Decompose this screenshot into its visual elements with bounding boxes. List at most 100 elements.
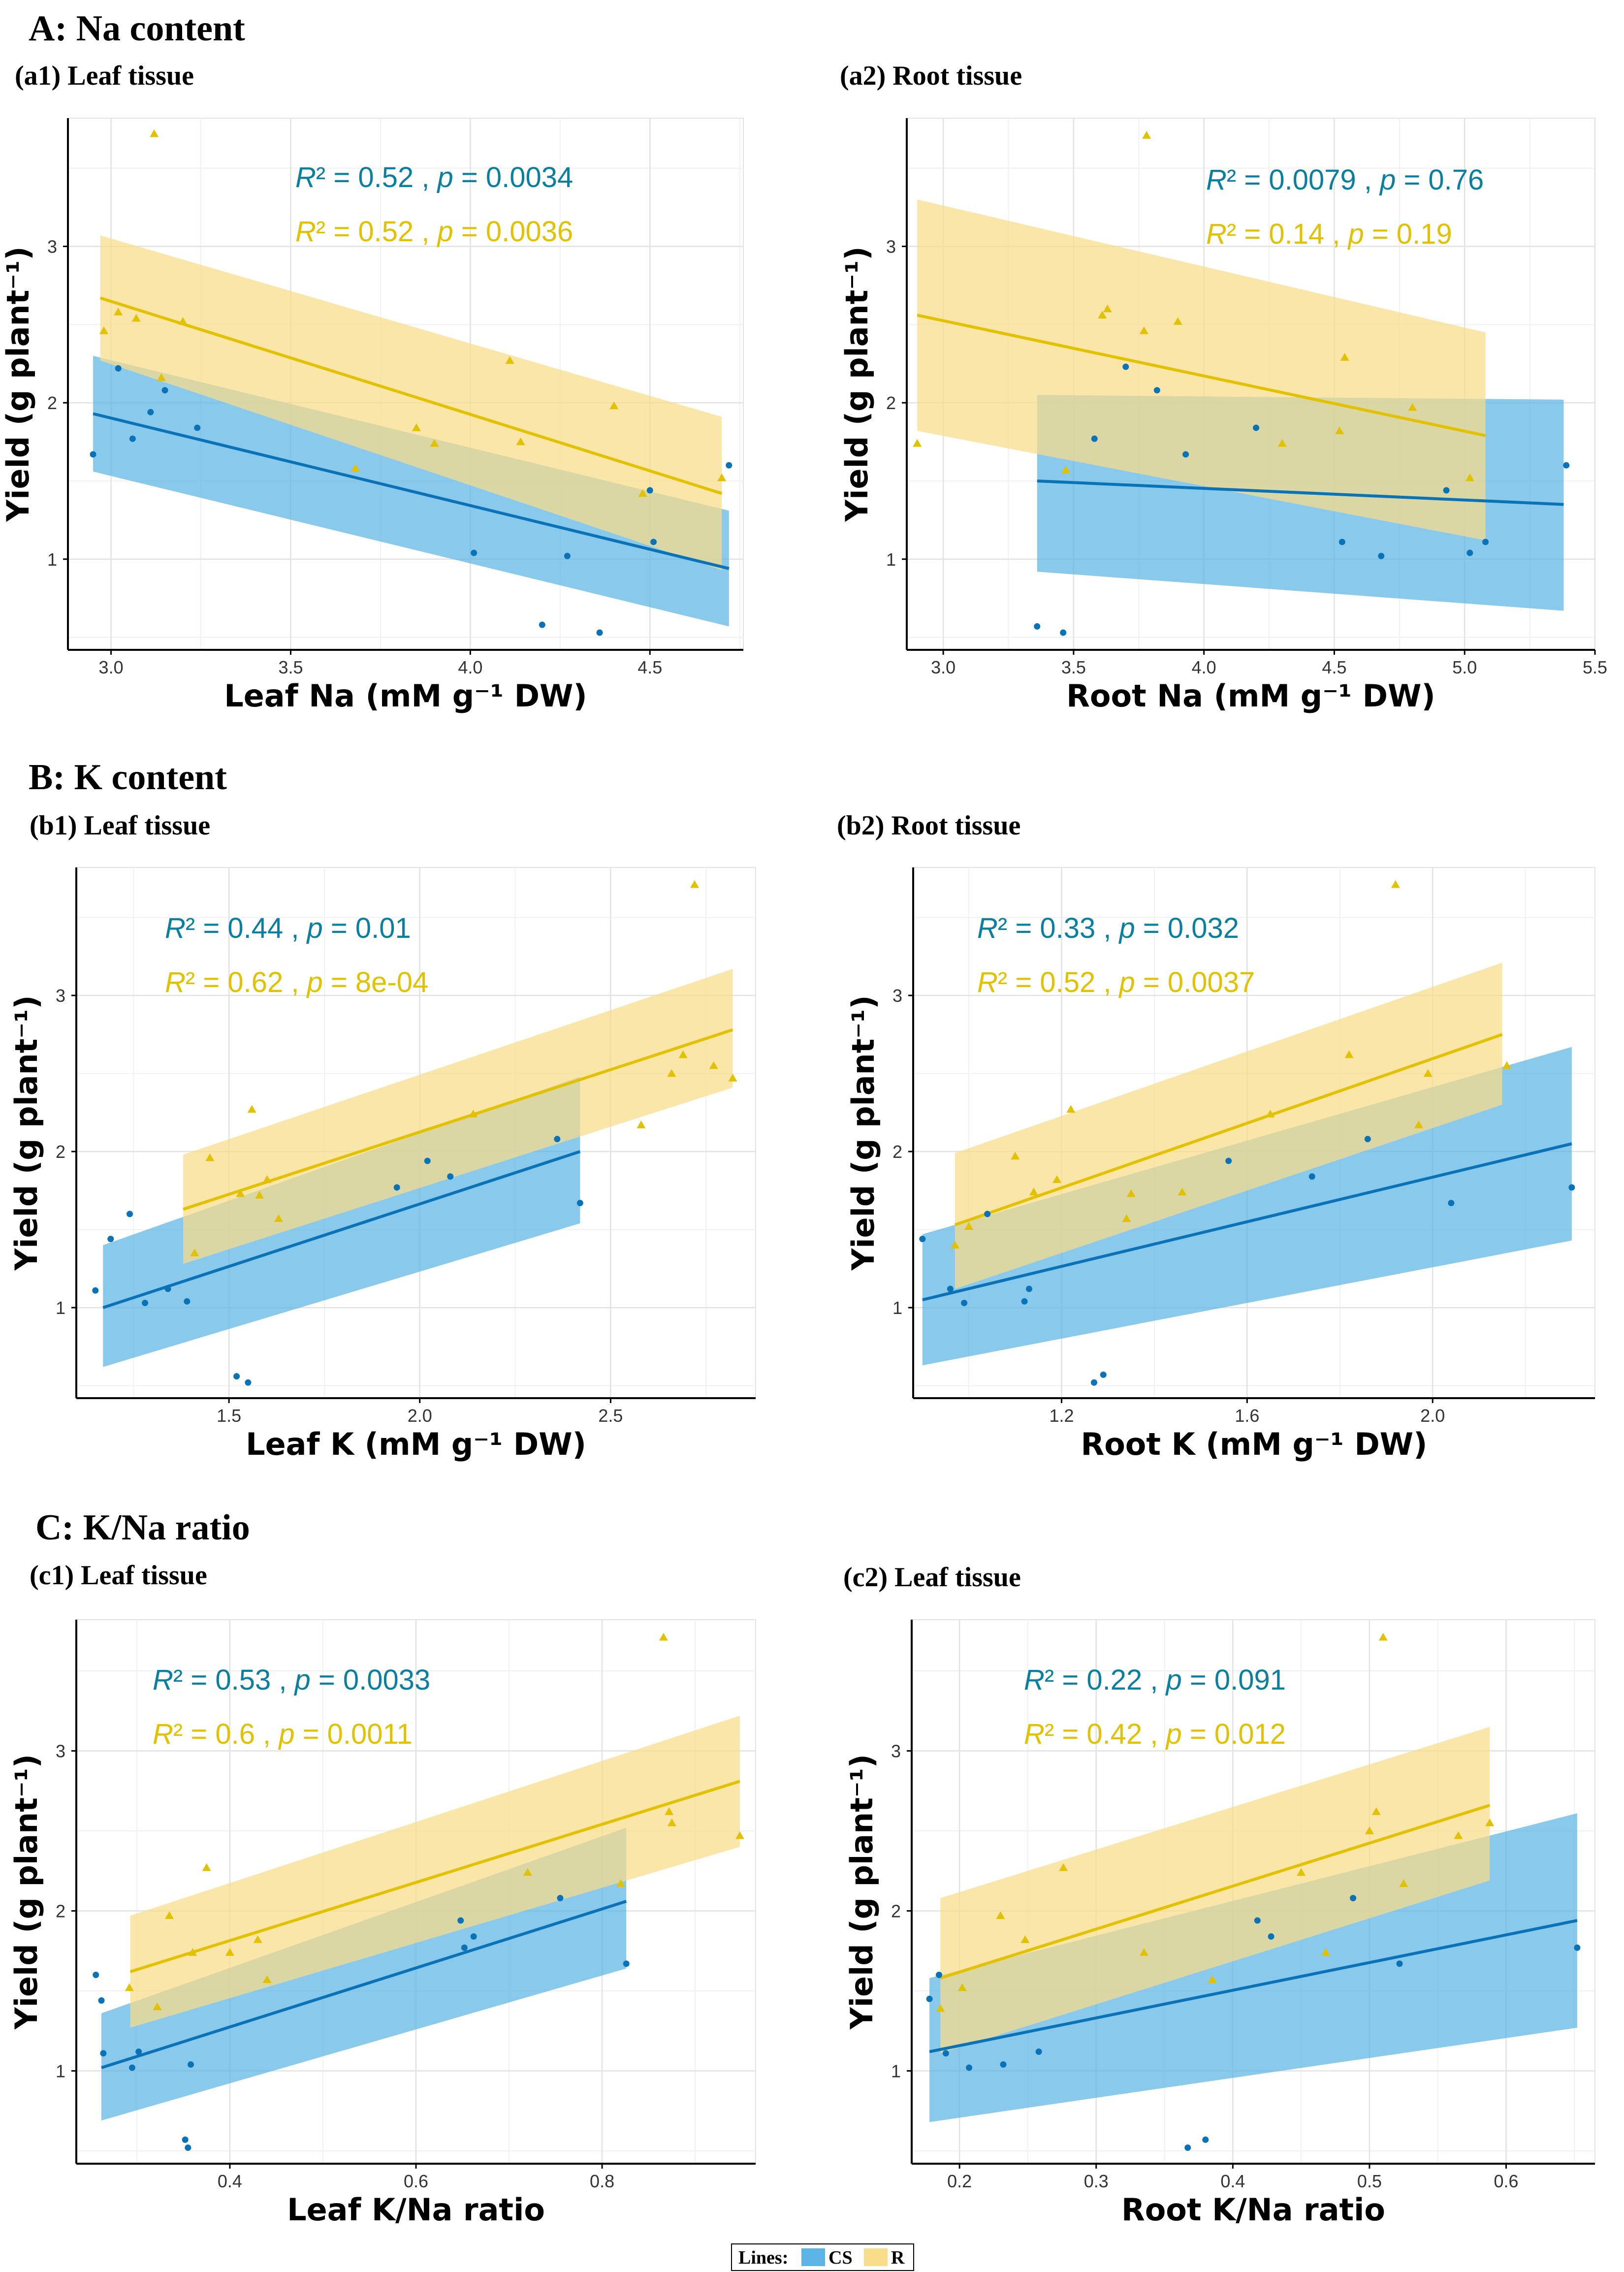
- point-r: [274, 1214, 283, 1222]
- point-cs: [393, 1184, 400, 1191]
- point-cs: [115, 365, 122, 372]
- y-tick-label: 3: [892, 986, 902, 1006]
- y-tick-label: 1: [56, 1298, 65, 1318]
- point-r: [190, 1248, 199, 1256]
- point-r: [1142, 130, 1151, 139]
- point-cs: [961, 1300, 968, 1307]
- chart-a2: (a2) Root tissue 3.0 3.5 4.0 4.5 5.0 5.5 1 2 3 Roo…: [839, 61, 1607, 714]
- y-tick-label: 3: [891, 1741, 901, 1761]
- point-cs: [1308, 1173, 1315, 1180]
- point-r: [1011, 1152, 1020, 1160]
- x-axis-title: Root K (mM g⁻¹ DW): [1081, 1426, 1427, 1462]
- point-r: [717, 473, 727, 481]
- regression-line-cs: [929, 1919, 1578, 2053]
- x-tick-label: 2.5: [598, 1406, 623, 1426]
- point-r: [1408, 403, 1417, 411]
- point-r: [505, 356, 514, 364]
- panel-title-a2: (a2) Root tissue: [840, 61, 1022, 91]
- x-tick-label: 3.5: [278, 657, 303, 677]
- y-tick-label: 3: [47, 236, 57, 256]
- point-r: [253, 1935, 262, 1943]
- regression-line-cs: [101, 1900, 627, 2069]
- confidence-band-r: [183, 969, 733, 1264]
- regression-line-cs: [93, 412, 730, 570]
- point-r: [430, 439, 439, 447]
- point-r: [913, 439, 922, 447]
- point-r: [1297, 1868, 1306, 1876]
- point-cs: [1091, 435, 1098, 442]
- stat-label-cs: R² = 0.44 , p = 0.01: [165, 912, 411, 944]
- y-tick-label: 1: [892, 1298, 902, 1318]
- point-cs: [107, 1236, 114, 1243]
- y-tick-label: 2: [47, 393, 57, 413]
- x-tick-label: 0.4: [218, 2171, 242, 2191]
- x-tick-label: 4.5: [637, 657, 662, 677]
- point-cs: [447, 1173, 454, 1180]
- x-tick-label: 3.0: [99, 657, 124, 677]
- panel-title-c1: (c1) Leaf tissue: [30, 1560, 207, 1591]
- x-tick-label: 5.0: [1452, 657, 1477, 677]
- point-r: [1020, 1935, 1030, 1943]
- point-cs: [135, 2048, 142, 2055]
- confidence-band-r: [917, 199, 1486, 541]
- point-r: [114, 307, 123, 316]
- point-r: [1465, 473, 1474, 481]
- point-cs: [194, 424, 201, 431]
- point-r: [516, 437, 525, 446]
- point-cs: [1034, 623, 1041, 630]
- panel-title-c2: (c2) Leaf tissue: [843, 1562, 1021, 1593]
- point-cs: [564, 552, 571, 559]
- point-r: [665, 1807, 674, 1815]
- legend: Lines: CS R: [731, 2243, 914, 2271]
- point-cs: [1574, 1944, 1581, 1951]
- point-cs: [1026, 1285, 1033, 1292]
- x-tick-label: 0.6: [1494, 2171, 1519, 2191]
- x-tick-label: 5.5: [1583, 657, 1607, 677]
- point-cs: [424, 1157, 431, 1164]
- point-r: [1391, 880, 1400, 888]
- point-cs: [557, 1895, 564, 1901]
- stat-label-r: R² = 0.42 , p = 0.012: [1024, 1718, 1286, 1750]
- point-cs: [1253, 424, 1260, 431]
- section-title-c: C: K/Na ratio: [35, 1507, 250, 1548]
- y-tick-label: 2: [56, 1901, 65, 1921]
- chart-c1: (c1) Leaf tissue 0.4 0.6 0.8 1 2 3 Leaf K/Na ra…: [8, 1560, 756, 2228]
- point-r: [709, 1061, 718, 1069]
- point-r: [1059, 1863, 1068, 1871]
- point-r: [205, 1153, 215, 1161]
- y-axis-title: Yield (g plant⁻¹): [845, 995, 881, 1271]
- point-r: [964, 1222, 974, 1230]
- point-cs: [726, 462, 732, 469]
- point-r: [728, 1074, 737, 1082]
- point-cs: [1364, 1136, 1371, 1143]
- x-tick-label: 0.5: [1357, 2171, 1382, 2191]
- point-cs: [142, 1300, 149, 1307]
- x-tick-label: 0.2: [947, 2171, 972, 2191]
- point-r: [188, 1948, 197, 1956]
- x-tick-label: 0.3: [1084, 2171, 1109, 2191]
- y-axis-title: Yield (g plant⁻¹): [839, 246, 875, 522]
- point-cs: [128, 2064, 135, 2071]
- point-r: [1344, 1050, 1354, 1058]
- stat-label-cs: R² = 0.53 , p = 0.0033: [153, 1664, 430, 1696]
- x-axis-title: Root Na (mM g⁻¹ DW): [1066, 678, 1435, 714]
- chart-c2: (c2) Leaf tissue 0.2 0.3 0.4 0.5 0.6 1 2 3 Root K…: [843, 1562, 1595, 2228]
- point-cs: [188, 2061, 194, 2068]
- regression-line-r: [917, 314, 1486, 437]
- point-cs: [576, 1200, 583, 1207]
- point-cs: [1000, 2061, 1007, 2068]
- point-cs: [127, 1211, 133, 1217]
- stat-label-cs: R² = 0.0079 , p = 0.76: [1206, 164, 1484, 196]
- point-cs: [245, 1379, 252, 1386]
- point-r: [637, 1120, 646, 1128]
- y-axis-title: Yield (g plant⁻¹): [844, 1754, 880, 2030]
- point-r: [1502, 1061, 1511, 1069]
- x-axis-title: Leaf K/Na ratio: [287, 2192, 545, 2228]
- y-tick-label: 1: [47, 549, 57, 570]
- point-r: [667, 1818, 676, 1826]
- chart-a1: (a1) Leaf tissue 3.0 3.5 4.0 4.5 1 2 3 Leaf Na (…: [0, 61, 744, 714]
- point-cs: [184, 1298, 191, 1305]
- point-cs: [1153, 387, 1160, 394]
- point-cs: [1021, 1298, 1028, 1305]
- point-r: [262, 1175, 272, 1183]
